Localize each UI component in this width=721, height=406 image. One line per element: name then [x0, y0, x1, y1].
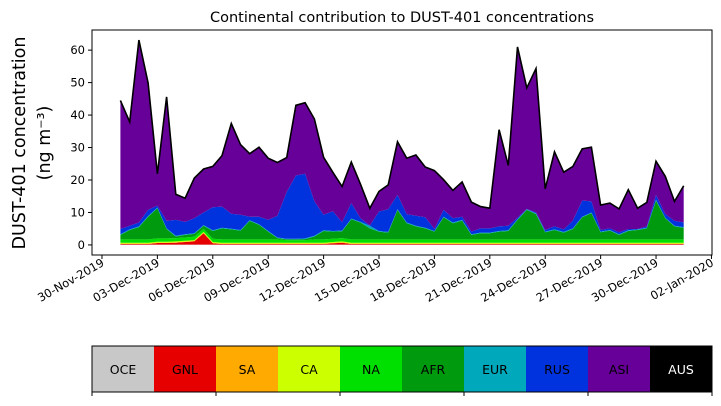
colorbar-label: GNL — [172, 362, 198, 377]
y-tick-label: 60 — [70, 43, 85, 57]
area-asi — [120, 40, 683, 232]
colorbar-label: AUS — [668, 362, 694, 377]
colorbar-label: ASI — [609, 362, 629, 377]
x-axis: 30-Nov-201903-Dec-201906-Dec-201909-Dec-… — [35, 255, 716, 305]
colorbar-legend: OCE GNL SA CA NA AFR EUR RUS ASI AUS — [92, 346, 713, 396]
colorbar-label: CA — [300, 362, 318, 377]
colorbar-label: EUR — [482, 362, 508, 377]
y-tick-label: 0 — [78, 238, 85, 252]
colorbar-label: OCE — [110, 362, 137, 377]
y-tick-label: 10 — [70, 205, 85, 219]
x-tick-label: 02-Jan-2020 — [648, 255, 716, 302]
y-tick-label: 50 — [70, 76, 85, 90]
y-axis-units: (ng m⁻³) — [35, 106, 55, 181]
colorbar-label: RUS — [544, 362, 570, 377]
y-axis: 0 10 20 30 40 50 60 — [70, 43, 92, 252]
area-layers — [120, 40, 683, 245]
y-axis-label: DUST-401 concentration — [10, 37, 30, 250]
y-tick-label: 40 — [70, 108, 85, 122]
colorbar-label: SA — [239, 362, 256, 377]
y-tick-label: 30 — [70, 141, 85, 155]
chart-title: Continental contribution to DUST-401 con… — [210, 10, 594, 26]
colorbar-label: NA — [362, 362, 380, 377]
colorbar-label: AFR — [421, 362, 446, 377]
y-tick-label: 20 — [70, 173, 85, 187]
